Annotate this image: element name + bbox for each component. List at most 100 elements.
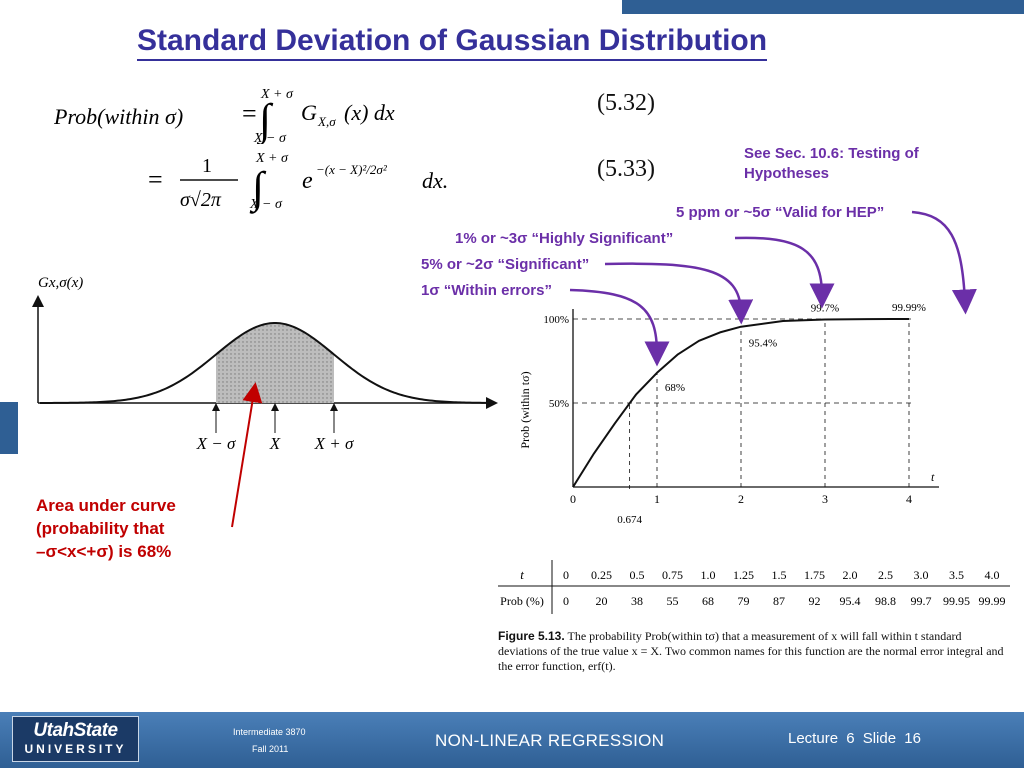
- logo-line1: UtahState: [33, 720, 118, 741]
- table-prob-cell: 0: [563, 594, 569, 608]
- table-t-cell: 4.0: [985, 568, 1000, 582]
- table-prob-cell: 95.4: [840, 594, 861, 608]
- gaussian-shaded-area: [216, 323, 334, 403]
- top-accent-bar: [622, 0, 1024, 14]
- footer-course: Intermediate 3870: [233, 727, 306, 737]
- eq2-den: σ√2π: [180, 189, 222, 211]
- eq2-exponent: −(x − X)²/2σ²: [316, 162, 388, 177]
- see-sec-line2: Hypotheses: [744, 165, 830, 182]
- eq2-lower: X − σ: [249, 197, 283, 212]
- table-row1-label: t: [520, 567, 524, 582]
- prob-xlabel: t: [931, 470, 935, 484]
- equation-5-32: Prob(within σ) = ∫ X + σ X − σ G X,σ (x)…: [53, 84, 674, 146]
- equation-5-33-svg: = 1 σ√2π ∫ X + σ X − σ e −(x − X)²/2σ² d…: [148, 151, 448, 214]
- footer-term: Fall 2011: [252, 744, 289, 754]
- prob-xtick-2: 2: [738, 492, 744, 506]
- prob-point-label-t4: 99.99%: [892, 302, 926, 314]
- eq2-equals: =: [148, 165, 163, 194]
- prob-xtick-3: 3: [822, 492, 828, 506]
- prob-ytick-100: 100%: [543, 314, 569, 326]
- equation-5-33: = 1 σ√2π ∫ X + σ X − σ e −(x − X)²/2σ² d…: [140, 148, 520, 218]
- usu-logo: UtahState UNIVERSITY: [12, 716, 139, 762]
- probability-chart: t Prob (within tσ) 50% 100% 0 1 2 3 4 0.674 68% 95.…: [518, 302, 939, 526]
- table-prob-cell: 99.7: [911, 594, 932, 608]
- table-prob-cell: 99.99: [979, 594, 1006, 608]
- table-t-cell: 1.0: [701, 568, 716, 582]
- eq-number-5-33: (5.33): [597, 156, 655, 182]
- prob-xtick-4: 4: [906, 492, 912, 506]
- tick-label-left: X − σ: [196, 434, 236, 453]
- gaussian-curve: [40, 322, 491, 404]
- eq1-integral: ∫: [256, 95, 274, 144]
- table-prob-cell: 68: [702, 594, 714, 608]
- prob-point-label-t1: 68%: [665, 382, 685, 394]
- tick-label-right: X + σ: [314, 434, 354, 453]
- table-t-cell: 2.0: [843, 568, 858, 582]
- table-prob-cell: 92: [809, 594, 821, 608]
- probability-table: t Prob (%) 0 0 0.25 20 0.5 38 0.75 55 1.0 68 1.25 7…: [498, 560, 1010, 614]
- eq2-upper: X + σ: [255, 151, 289, 166]
- table-prob-cell: 55: [667, 594, 679, 608]
- table-prob-cell: 99.95: [943, 594, 970, 608]
- annotation-5ppm: 5 ppm or ~5σ “Valid for HEP”: [676, 204, 885, 221]
- eq1-tail: (x) dx: [344, 100, 395, 125]
- eq1-equals: =: [242, 99, 257, 128]
- see-sec-line1: See Sec. 10.6: Testing of: [744, 145, 919, 162]
- gaussian-ylabel: Gx,σ(x): [38, 275, 83, 291]
- prob-point-label-t3: 99.7%: [811, 303, 839, 315]
- table-t-cell: 0.75: [662, 568, 683, 582]
- figure-caption: Figure 5.13. The probability Prob(within…: [498, 629, 1006, 674]
- arrow-1-percent: [734, 236, 835, 309]
- equation-5-32-svg: Prob(within σ) = ∫ X + σ X − σ G X,σ (x)…: [53, 87, 395, 146]
- left-accent-strip: [0, 402, 18, 454]
- prob-curve: [572, 318, 910, 488]
- area-note-line3: –σ<x<+σ) is 68%: [36, 542, 172, 561]
- tick-label-center: X: [269, 434, 281, 453]
- table-prob-cell: 87: [773, 594, 785, 608]
- table-t-cell: 1.25: [733, 568, 754, 582]
- annotation-1-sigma: 1σ “Within errors”: [421, 282, 552, 299]
- gaussian-plot: Gx,σ(x) X − σ X X + σ: [32, 275, 498, 453]
- slide-title: Standard Deviation of Gaussian Distribut…: [137, 24, 768, 61]
- table-prob-cell: 98.8: [875, 594, 896, 608]
- annotation-5-percent: 5% or ~2σ “Significant”: [421, 256, 590, 273]
- area-note-line1: Area under curve: [36, 496, 176, 515]
- eq2-num: 1: [202, 155, 212, 177]
- table-prob-cell: 38: [631, 594, 643, 608]
- table-t-cell: 3.0: [914, 568, 929, 582]
- table-prob-cell: 20: [596, 594, 608, 608]
- eq2-integral: ∫: [249, 163, 267, 214]
- annotation-1-percent: 1% or ~3σ “Highly Significant”: [455, 230, 674, 247]
- footer-lecture: Lecture 6 Slide 16: [788, 730, 921, 747]
- prob-extra-tick: 0.674: [617, 514, 642, 526]
- arrow-5ppm: [911, 210, 977, 315]
- caption-label: Figure 5.13.: [498, 629, 565, 643]
- area-note-line2: (probability that: [36, 519, 165, 538]
- table-t-cell: 1.5: [772, 568, 787, 582]
- table-t-cell: 1.75: [804, 568, 825, 582]
- logo-line2: UNIVERSITY: [24, 742, 127, 756]
- eq2-tail: dx.: [422, 168, 448, 193]
- table-t-cell: 0: [563, 568, 569, 582]
- eq1-upper: X + σ: [260, 87, 294, 102]
- prob-ytick-50: 50%: [549, 398, 569, 410]
- eq1-lhs: Prob(within σ): [54, 104, 183, 129]
- table-t-cell: 2.5: [878, 568, 893, 582]
- footer-topic: NON-LINEAR REGRESSION: [435, 731, 665, 750]
- table-row2-label: Prob (%): [500, 594, 544, 608]
- prob-point-label-t2: 95.4%: [749, 338, 777, 350]
- table-t-cell: 0.25: [591, 568, 612, 582]
- caption-text: The probability Prob(within tσ) that a m…: [498, 629, 1004, 673]
- table-t-cell: 3.5: [949, 568, 964, 582]
- footer-bar: [0, 712, 1024, 768]
- table-t-cell: 0.5: [630, 568, 645, 582]
- prob-xtick-0: 0: [570, 492, 576, 506]
- prob-ylabel: Prob (within tσ): [518, 371, 532, 448]
- prob-xtick-1: 1: [654, 492, 660, 506]
- area-note: Area under curve (probability that –σ<x<…: [36, 494, 176, 563]
- eq1-lower: X − σ: [253, 131, 287, 144]
- eq2-e: e: [302, 168, 313, 194]
- eq-number-5-32: (5.32): [597, 90, 655, 116]
- table-prob-cell: 79: [738, 594, 750, 608]
- eq1-sub: X,σ: [317, 114, 336, 129]
